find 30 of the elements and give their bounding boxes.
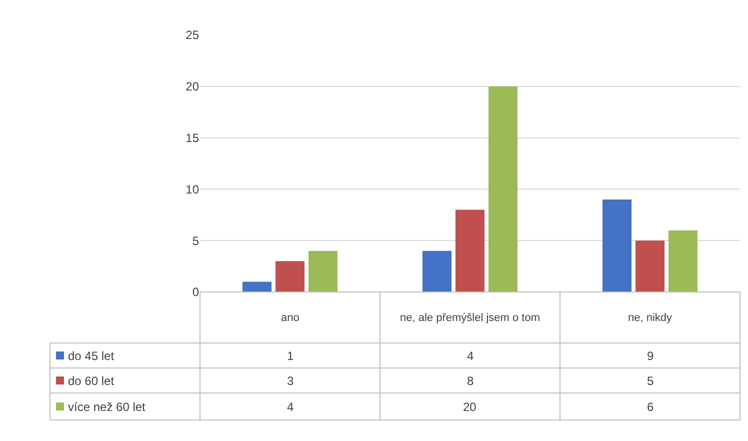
bar xyxy=(668,230,698,292)
bar xyxy=(308,250,338,292)
bar xyxy=(488,86,518,292)
legend-label: do 60 let xyxy=(68,374,115,388)
data-label: 9 xyxy=(647,349,654,363)
data-label: 3 xyxy=(287,374,294,388)
data-label: 20 xyxy=(463,400,477,414)
data-label: 8 xyxy=(467,374,474,388)
bar xyxy=(635,240,665,292)
data-label: 1 xyxy=(287,349,294,363)
bar xyxy=(602,199,632,292)
data-label: 6 xyxy=(647,400,654,414)
bar xyxy=(275,261,305,292)
x-tick-label: ano xyxy=(281,312,300,324)
data-label: 5 xyxy=(647,374,654,388)
legend-label: více než 60 let xyxy=(68,400,146,414)
y-tick-label: 25 xyxy=(186,28,200,42)
bar xyxy=(422,250,452,292)
x-tick-label: ne, ale přemýšlel jsem o tom xyxy=(400,312,540,324)
data-label: 4 xyxy=(287,400,294,414)
y-tick-label: 10 xyxy=(186,182,200,196)
y-tick-label: 15 xyxy=(186,131,200,145)
y-tick-label: 5 xyxy=(192,234,200,248)
bar xyxy=(242,282,272,292)
legend-label: do 45 let xyxy=(68,349,115,363)
bar xyxy=(455,210,485,292)
x-tick-label: ne, nikdy xyxy=(628,312,673,324)
data-label: 4 xyxy=(467,349,474,363)
y-tick-label: 0 xyxy=(192,285,200,300)
y-tick-label: 20 xyxy=(186,80,200,94)
